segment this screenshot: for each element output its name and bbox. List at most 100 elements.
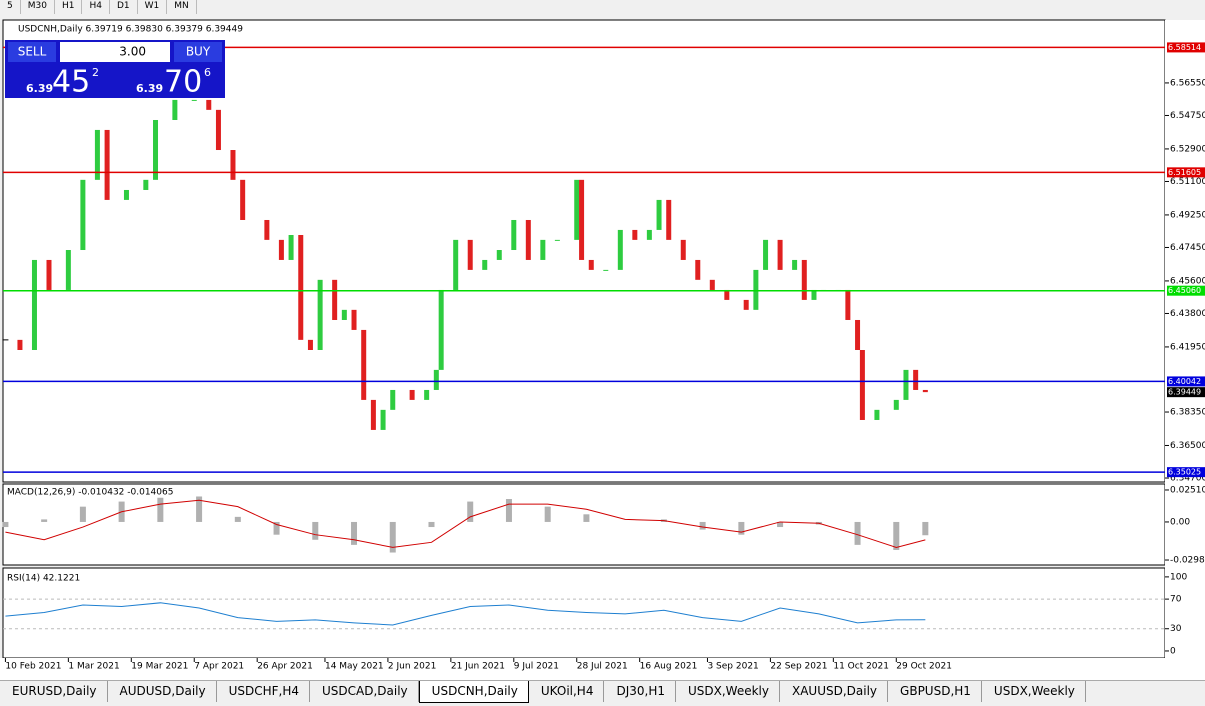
candle bbox=[743, 299, 749, 310]
macd-bar bbox=[467, 501, 474, 522]
candle bbox=[603, 269, 609, 271]
lot-input[interactable] bbox=[60, 42, 170, 62]
y-tick-label: 0.00 bbox=[1170, 517, 1190, 527]
candle bbox=[341, 309, 347, 320]
y-tick-label: 6.49250 bbox=[1170, 210, 1205, 220]
x-tick-label: 16 Aug 2021 bbox=[640, 662, 698, 672]
candle bbox=[17, 339, 23, 350]
candle bbox=[792, 259, 798, 270]
timeframe-button[interactable]: H1 bbox=[55, 0, 83, 14]
timeframe-button[interactable]: H4 bbox=[82, 0, 110, 14]
x-tick-label: 1 Mar 2021 bbox=[68, 662, 119, 672]
chart-tab[interactable]: USDCHF,H4 bbox=[217, 681, 311, 702]
x-tick-label: 28 Jul 2021 bbox=[577, 662, 628, 672]
x-tick-label: 21 Jun 2021 bbox=[451, 662, 505, 672]
x-tick-label: 11 Oct 2021 bbox=[833, 662, 889, 672]
timeframe-button[interactable]: W1 bbox=[138, 0, 168, 14]
chart-tab[interactable]: EURUSD,Daily bbox=[0, 681, 108, 702]
y-tick-label: 30 bbox=[1170, 624, 1182, 634]
macd-bar bbox=[196, 496, 203, 522]
candle bbox=[288, 234, 294, 260]
x-tick-label: 22 Sep 2021 bbox=[770, 662, 827, 672]
candle bbox=[617, 229, 623, 270]
y-tick-label: 6.38350 bbox=[1170, 408, 1205, 418]
macd-bar bbox=[699, 521, 706, 530]
macd-bar bbox=[428, 521, 435, 528]
level-tag bbox=[1167, 467, 1205, 478]
candle bbox=[370, 399, 376, 430]
y-tick-label: -0.029887 bbox=[1170, 556, 1205, 566]
macd-bar bbox=[738, 521, 745, 535]
time-axis bbox=[0, 658, 1205, 680]
ask-small: 6 bbox=[204, 66, 211, 79]
chart-tab[interactable]: USDCNH,Daily bbox=[418, 681, 529, 703]
chart-tab[interactable]: USDX,Weekly bbox=[982, 681, 1086, 702]
candle bbox=[845, 289, 851, 320]
candle bbox=[433, 369, 439, 390]
candle bbox=[424, 389, 430, 400]
x-tick-label: 14 May 2021 bbox=[325, 662, 384, 672]
level-tag bbox=[1167, 42, 1205, 53]
macd-bar bbox=[312, 521, 319, 540]
candle bbox=[172, 99, 178, 120]
timeframe-button[interactable]: M30 bbox=[21, 0, 55, 14]
chart-tab[interactable]: AUDUSD,Daily bbox=[108, 681, 217, 702]
x-tick-label: 29 Oct 2021 bbox=[896, 662, 952, 672]
candle bbox=[680, 239, 686, 260]
candle bbox=[351, 309, 357, 330]
chart-tab[interactable]: UKOil,H4 bbox=[529, 681, 605, 702]
x-tick-label: 7 Apr 2021 bbox=[194, 662, 244, 672]
candle bbox=[264, 219, 270, 240]
level-tag bbox=[1167, 376, 1205, 387]
x-tick-label: 3 Sep 2021 bbox=[707, 662, 758, 672]
current-price: 6.39449 bbox=[1168, 388, 1201, 397]
candle bbox=[390, 389, 396, 410]
candle bbox=[922, 389, 928, 393]
candle bbox=[496, 250, 502, 260]
price-tag bbox=[1167, 387, 1205, 398]
candle bbox=[278, 239, 284, 260]
chart-tab[interactable]: USDX,Weekly bbox=[676, 681, 780, 702]
bid-main: 45 bbox=[52, 65, 90, 100]
candle bbox=[777, 239, 783, 270]
candle bbox=[763, 239, 769, 270]
candle bbox=[574, 179, 580, 240]
candle bbox=[646, 229, 652, 240]
chart-tab[interactable]: XAUUSD,Daily bbox=[780, 681, 889, 702]
macd-bar bbox=[79, 506, 86, 522]
chart-tab[interactable]: USDCAD,Daily bbox=[310, 681, 419, 702]
macd-bar bbox=[351, 521, 358, 545]
candle bbox=[317, 279, 323, 350]
candle bbox=[588, 259, 594, 270]
candle bbox=[123, 189, 129, 200]
timeframe-button[interactable]: MN bbox=[167, 0, 197, 14]
candle bbox=[525, 219, 531, 260]
x-tick-label: 2 Jun 2021 bbox=[388, 662, 436, 672]
candle bbox=[913, 369, 919, 390]
candle bbox=[724, 289, 730, 300]
macd-bar bbox=[544, 506, 551, 522]
candle bbox=[104, 129, 110, 200]
buy-button[interactable] bbox=[174, 42, 222, 62]
price-axis bbox=[1165, 20, 1205, 660]
candle bbox=[859, 350, 865, 420]
candle bbox=[361, 329, 367, 400]
candle bbox=[80, 179, 86, 251]
chart-tab[interactable]: GBPUSD,H1 bbox=[888, 681, 982, 702]
buy-label: BUY bbox=[186, 45, 211, 59]
chart-tab[interactable]: DJ30,H1 bbox=[604, 681, 676, 702]
level-label: 6.58514 bbox=[1168, 43, 1201, 52]
y-tick-label: 6.45600 bbox=[1170, 276, 1205, 286]
sell-button[interactable] bbox=[8, 42, 56, 62]
candle bbox=[240, 179, 246, 220]
candle bbox=[230, 150, 236, 180]
candle bbox=[632, 229, 638, 240]
macd-title: MACD(12,26,9) -0.010432 -0.014065 bbox=[7, 488, 173, 498]
timeframe-button[interactable]: D1 bbox=[110, 0, 138, 14]
candle bbox=[153, 119, 159, 180]
candle bbox=[46, 259, 52, 290]
timeframe-button[interactable]: 5 bbox=[0, 0, 21, 14]
candle bbox=[215, 109, 221, 151]
y-tick-label: 6.34700 bbox=[1170, 474, 1205, 484]
sell-label: SELL bbox=[18, 45, 47, 59]
